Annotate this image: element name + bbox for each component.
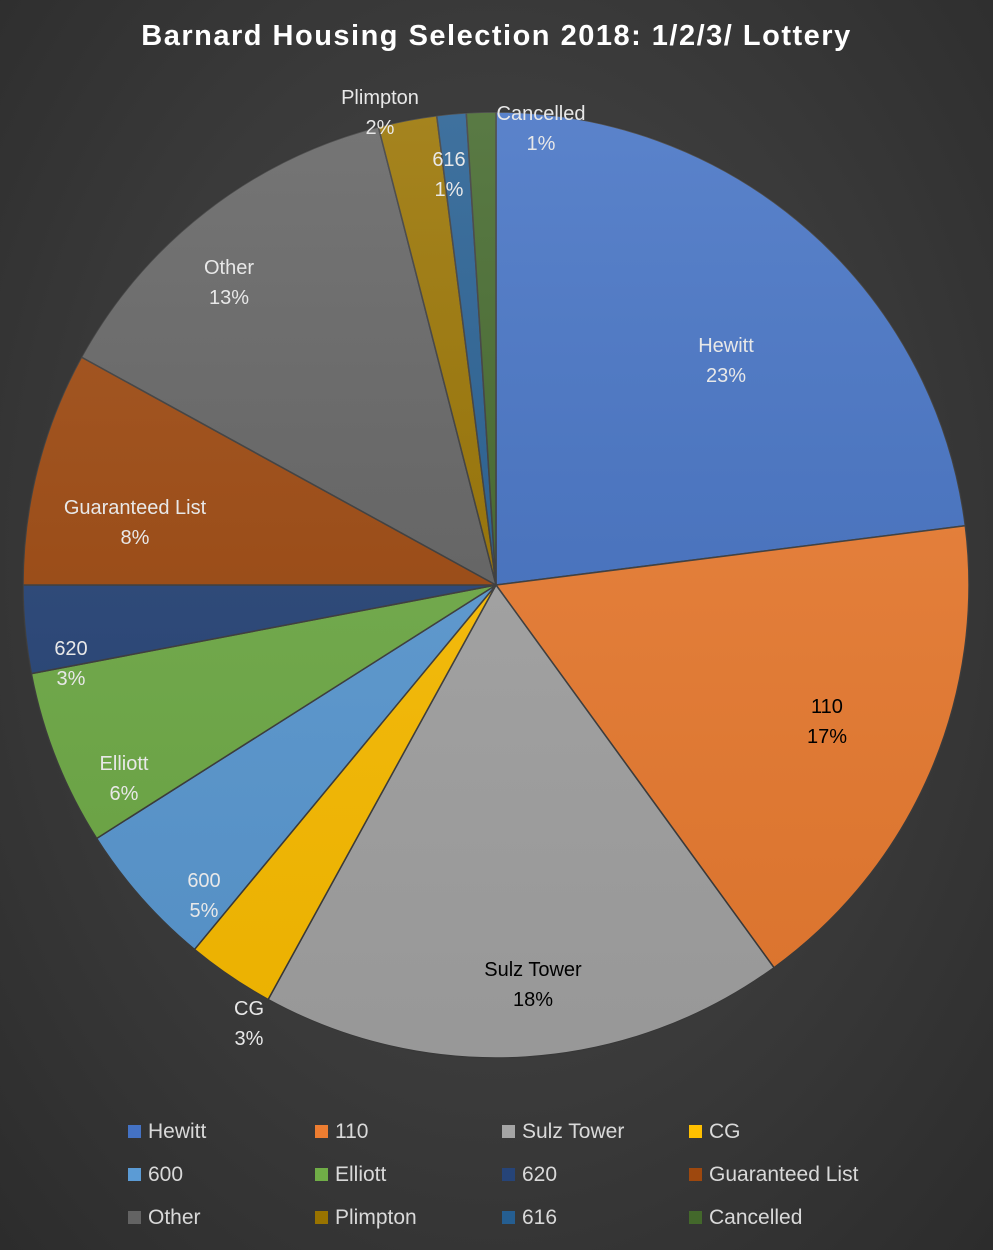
legend-label: Elliott xyxy=(335,1162,387,1186)
legend-swatch xyxy=(315,1125,328,1138)
data-label-elliott: Elliott 6% xyxy=(100,753,149,805)
legend-item-elliott: Elliott xyxy=(315,1161,502,1188)
legend: Hewitt 110 Sulz Tower CG 600 Elliott 620 Guaran… xyxy=(128,1118,928,1231)
legend-label: CG xyxy=(709,1119,741,1143)
legend-item-110: 110 xyxy=(315,1118,502,1145)
legend-swatch xyxy=(128,1211,141,1224)
data-label-plimpton: Plimpton 2% xyxy=(341,87,419,139)
legend-swatch xyxy=(689,1168,702,1181)
legend-label: 620 xyxy=(522,1162,558,1186)
data-label-sulz-tower: Sulz Tower 18% xyxy=(484,959,582,1011)
data-label-620: 620 3% xyxy=(54,638,87,690)
data-label-cg: CG 3% xyxy=(234,998,264,1050)
legend-label: Sulz Tower xyxy=(522,1119,625,1143)
legend-label: Plimpton xyxy=(335,1205,417,1229)
legend-swatch xyxy=(315,1211,328,1224)
data-label-cancelled: Cancelled 1% xyxy=(497,103,586,155)
data-label-616: 616 1% xyxy=(432,149,465,201)
legend-item-600: 600 xyxy=(128,1161,315,1188)
legend-swatch xyxy=(128,1125,141,1138)
legend-label: Hewitt xyxy=(148,1119,207,1143)
legend-swatch xyxy=(689,1125,702,1138)
legend-swatch xyxy=(502,1168,515,1181)
legend-item-other: Other xyxy=(128,1204,315,1231)
legend-swatch xyxy=(128,1168,141,1181)
legend-item-cg: CG xyxy=(689,1118,889,1145)
data-label-600: 600 5% xyxy=(187,870,220,922)
legend-item-sulz-tower: Sulz Tower xyxy=(502,1118,689,1145)
data-label-110: 110 17% xyxy=(807,696,847,748)
legend-item-616: 616 xyxy=(502,1204,689,1231)
legend-label: 616 xyxy=(522,1205,558,1229)
legend-swatch xyxy=(502,1211,515,1224)
legend-label: Other xyxy=(148,1205,201,1229)
legend-item-plimpton: Plimpton xyxy=(315,1204,502,1231)
legend-item-620: 620 xyxy=(502,1161,689,1188)
legend-swatch xyxy=(315,1168,328,1181)
data-label-guaranteed-list: Guaranteed List 8% xyxy=(64,497,207,549)
legend-label: Guaranteed List xyxy=(709,1162,859,1186)
data-label-hewitt: Hewitt 23% xyxy=(698,335,754,387)
legend-swatch xyxy=(689,1211,702,1224)
legend-label: 600 xyxy=(148,1162,184,1186)
chart-title: Barnard Housing Selection 2018: 1/2/3/ L… xyxy=(141,20,852,52)
legend-label: Cancelled xyxy=(709,1205,803,1229)
legend-label: 110 xyxy=(335,1119,369,1143)
legend-swatch xyxy=(502,1125,515,1138)
data-label-other: Other 13% xyxy=(204,257,254,309)
legend-item-guaranteed-list: Guaranteed List xyxy=(689,1161,889,1188)
legend-item-hewitt: Hewitt xyxy=(128,1118,315,1145)
legend-item-cancelled: Cancelled xyxy=(689,1204,889,1231)
